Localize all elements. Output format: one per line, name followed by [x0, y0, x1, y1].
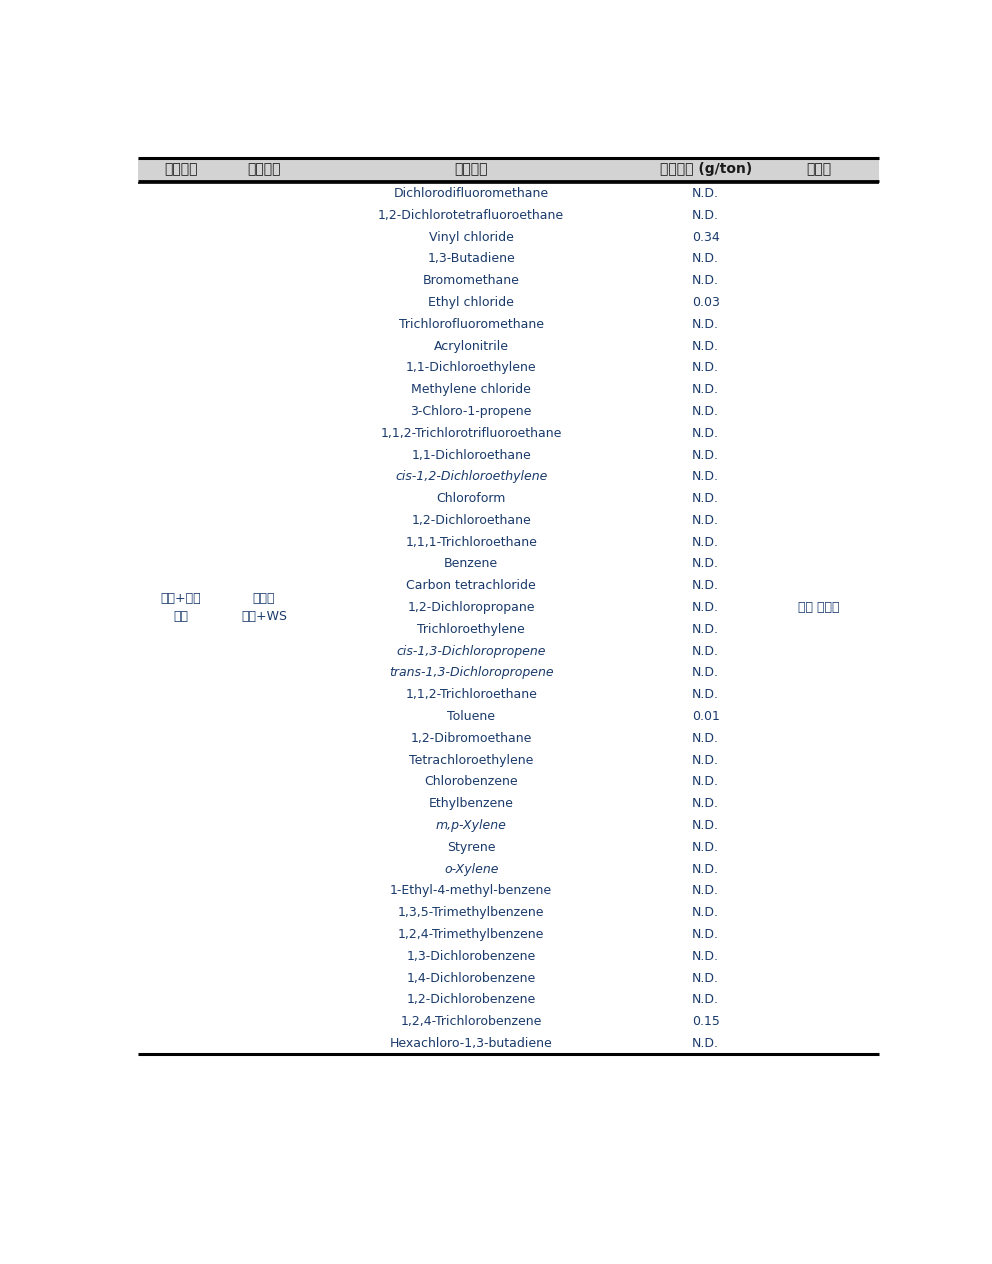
Text: N.D.: N.D. [692, 536, 719, 549]
Text: 배출계수 (g/ton): 배출계수 (g/ton) [660, 162, 752, 177]
Text: Bromomethane: Bromomethane [423, 274, 520, 287]
Text: 0.03: 0.03 [691, 296, 719, 308]
Text: 1,2-Dichloropropane: 1,2-Dichloropropane [408, 602, 535, 614]
Text: 1,2-Dichlorobenzene: 1,2-Dichlorobenzene [407, 994, 536, 1006]
Text: N.D.: N.D. [692, 253, 719, 265]
Text: Chlorobenzene: Chlorobenzene [425, 775, 518, 789]
Text: N.D.: N.D. [692, 274, 719, 287]
Text: N.D.: N.D. [692, 404, 719, 418]
Text: N.D.: N.D. [692, 362, 719, 374]
Text: 폐가스
소각+WS: 폐가스 소각+WS [241, 592, 287, 623]
Text: N.D.: N.D. [692, 819, 719, 832]
Text: o-Xylene: o-Xylene [444, 862, 498, 876]
Text: N.D.: N.D. [692, 753, 719, 766]
Text: N.D.: N.D. [692, 209, 719, 221]
Text: 1,2-Dichloroethane: 1,2-Dichloroethane [412, 514, 531, 527]
Text: N.D.: N.D. [692, 972, 719, 985]
Text: 0.01: 0.01 [691, 710, 719, 723]
Text: Styrene: Styrene [447, 841, 495, 853]
Text: N.D.: N.D. [692, 317, 719, 331]
Text: 1,2,4-Trimethylbenzene: 1,2,4-Trimethylbenzene [398, 928, 545, 940]
Text: N.D.: N.D. [692, 841, 719, 853]
Text: N.D.: N.D. [692, 994, 719, 1006]
Text: N.D.: N.D. [692, 557, 719, 570]
Text: N.D.: N.D. [692, 645, 719, 657]
Text: Trichloroethylene: Trichloroethylene [418, 623, 525, 636]
Text: 1,4-Dichlorobenzene: 1,4-Dichlorobenzene [407, 972, 536, 985]
Text: 회수+정제
시설: 회수+정제 시설 [161, 592, 201, 623]
Text: N.D.: N.D. [692, 928, 719, 940]
Text: N.D.: N.D. [692, 470, 719, 483]
Text: Ethylbenzene: Ethylbenzene [429, 798, 514, 810]
Text: 1,1-Dichloroethylene: 1,1-Dichloroethylene [406, 362, 537, 374]
Text: N.D.: N.D. [692, 187, 719, 200]
Text: Tetrachloroethylene: Tetrachloroethylene [409, 753, 534, 766]
Text: 1,1-Dichloroethane: 1,1-Dichloroethane [412, 449, 531, 461]
Text: N.D.: N.D. [692, 775, 719, 789]
Text: Ethyl chloride: Ethyl chloride [429, 296, 514, 308]
Text: N.D.: N.D. [692, 492, 719, 506]
Text: 1,3-Butadiene: 1,3-Butadiene [428, 253, 515, 265]
Text: N.D.: N.D. [692, 666, 719, 680]
Text: 1,3-Dichlorobenzene: 1,3-Dichlorobenzene [407, 949, 536, 963]
Text: 0.34: 0.34 [691, 230, 719, 244]
Text: Carbon tetrachloride: Carbon tetrachloride [407, 579, 536, 593]
Text: Trichlorofluoromethane: Trichlorofluoromethane [399, 317, 544, 331]
Text: cis-1,2-Dichloroethylene: cis-1,2-Dichloroethylene [395, 470, 548, 483]
Text: N.D.: N.D. [692, 383, 719, 396]
Text: N.D.: N.D. [692, 906, 719, 919]
Text: 1,1,2-Trichloroethane: 1,1,2-Trichloroethane [406, 688, 537, 702]
Text: 1,1,1-Trichloroethane: 1,1,1-Trichloroethane [406, 536, 537, 549]
Text: N.D.: N.D. [692, 688, 719, 702]
Text: 3-Chloro-1-propene: 3-Chloro-1-propene [411, 404, 532, 418]
Text: N.D.: N.D. [692, 340, 719, 353]
Text: 0.15: 0.15 [691, 1015, 719, 1028]
Text: 1,2,4-Trichlorobenzene: 1,2,4-Trichlorobenzene [401, 1015, 542, 1028]
Text: Toluene: Toluene [447, 710, 495, 723]
Text: m,p-Xylene: m,p-Xylene [435, 819, 507, 832]
Text: N.D.: N.D. [692, 732, 719, 744]
Text: 배출시설: 배출시설 [164, 162, 197, 177]
Text: N.D.: N.D. [692, 514, 719, 527]
Text: 1-Ethyl-4-methyl-benzene: 1-Ethyl-4-methyl-benzene [390, 885, 553, 897]
Text: Hexachloro-1,3-butadiene: Hexachloro-1,3-butadiene [390, 1036, 553, 1050]
Text: Chloroform: Chloroform [436, 492, 506, 506]
Text: N.D.: N.D. [692, 602, 719, 614]
Text: Methylene chloride: Methylene chloride [412, 383, 531, 396]
Text: Benzene: Benzene [444, 557, 498, 570]
Text: N.D.: N.D. [692, 949, 719, 963]
Text: 오염물질: 오염물질 [454, 162, 488, 177]
Text: 1,3,5-Trimethylbenzene: 1,3,5-Trimethylbenzene [398, 906, 545, 919]
Text: 활동도: 활동도 [806, 162, 831, 177]
Text: Vinyl chloride: Vinyl chloride [429, 230, 514, 244]
Text: Dichlorodifluoromethane: Dichlorodifluoromethane [394, 187, 549, 200]
Text: cis-1,3-Dichloropropene: cis-1,3-Dichloropropene [397, 645, 546, 657]
Text: 제품 생산량: 제품 생산량 [798, 602, 839, 614]
Text: N.D.: N.D. [692, 449, 719, 461]
Text: N.D.: N.D. [692, 885, 719, 897]
Text: N.D.: N.D. [692, 1036, 719, 1050]
Bar [138, 158, 879, 181]
Text: Acrylonitrile: Acrylonitrile [434, 340, 509, 353]
Text: N.D.: N.D. [692, 427, 719, 440]
Text: 1,1,2-Trichlorotrifluoroethane: 1,1,2-Trichlorotrifluoroethane [381, 427, 561, 440]
Text: trans-1,3-Dichloropropene: trans-1,3-Dichloropropene [389, 666, 554, 680]
Text: N.D.: N.D. [692, 623, 719, 636]
Text: 1,2-Dichlorotetrafluoroethane: 1,2-Dichlorotetrafluoroethane [378, 209, 564, 221]
Text: 방지시설: 방지시설 [247, 162, 281, 177]
Text: N.D.: N.D. [692, 862, 719, 876]
Text: N.D.: N.D. [692, 579, 719, 593]
Text: N.D.: N.D. [692, 798, 719, 810]
Text: 1,2-Dibromoethane: 1,2-Dibromoethane [411, 732, 532, 744]
